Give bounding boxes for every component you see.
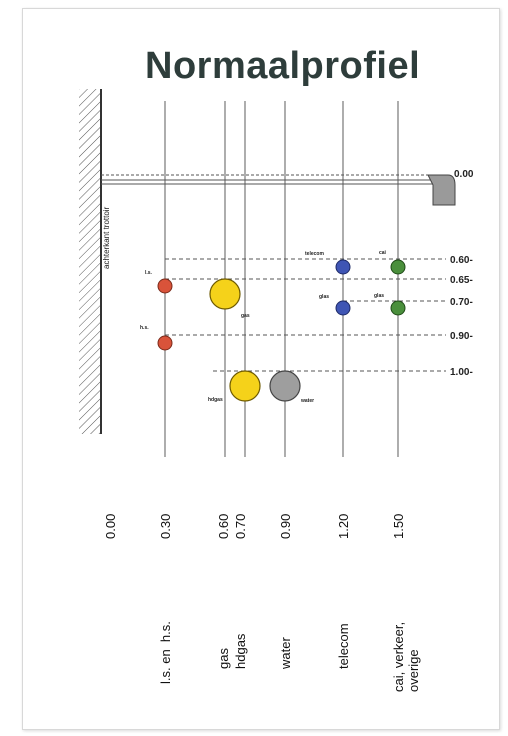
- hs-label: h.s.: [140, 325, 149, 331]
- hdgas-label: hdgas: [208, 397, 223, 403]
- depth-label-060: 0.60-: [450, 255, 473, 266]
- depth-label-100: 1.00-: [450, 367, 473, 378]
- telecom-cable: [335, 259, 351, 275]
- glas1-label: glas: [319, 294, 329, 300]
- category-ls-hs: l.s. en h.s.: [158, 621, 173, 684]
- hs-cable: [157, 335, 173, 351]
- category-overige: overige: [406, 649, 421, 692]
- depth-label-065: 0.65-: [450, 275, 473, 286]
- wall-hatch: [79, 89, 101, 434]
- category-water: water: [278, 637, 293, 670]
- telecom-glas-cable: [335, 300, 351, 316]
- offset-120: 1.20: [336, 514, 351, 539]
- depth-label-000: 0.00: [454, 169, 474, 180]
- surface-profile: [101, 174, 456, 206]
- telecom-label: telecom: [305, 251, 324, 257]
- offset-070: 0.70: [233, 514, 248, 539]
- category-gas: gas: [216, 648, 231, 669]
- category-telecom: telecom: [336, 623, 351, 669]
- depth-label-070: 0.70-: [450, 297, 473, 308]
- wall-label: achterkant trottoir: [102, 206, 111, 269]
- offset-090: 0.90: [278, 514, 293, 539]
- depth-lines: [165, 258, 446, 372]
- offset-030: 0.30: [158, 514, 173, 539]
- hdgas-pipe: [229, 370, 261, 402]
- cai-glas-cable: [390, 300, 406, 316]
- ls-label: l.s.: [145, 270, 153, 276]
- offset-150: 1.50: [391, 514, 406, 539]
- page-title: Normaalprofiel: [145, 45, 421, 87]
- cai-label: cai: [379, 250, 387, 256]
- water-pipe: [269, 370, 301, 402]
- gas-label: gas: [241, 313, 250, 319]
- offset-labels: 0.00 0.30 0.60 0.70 0.90 1.20 1.50: [103, 514, 406, 539]
- category-labels: l.s. en h.s. gas hdgas water telecom cai…: [158, 621, 421, 692]
- drawing-sheet: Normaalprofiel achterkant trottoir: [22, 8, 500, 730]
- water-label: water: [300, 398, 314, 404]
- gas-pipe: [209, 278, 241, 310]
- glas2-label: glas: [374, 293, 384, 299]
- category-hdgas: hdgas: [233, 633, 248, 669]
- ls-cable: [157, 278, 173, 294]
- category-cai-verkeer: cai, verkeer,: [391, 622, 406, 692]
- depth-label-090: 0.90-: [450, 331, 473, 342]
- cai-cable: [390, 259, 406, 275]
- offset-060: 0.60: [216, 514, 231, 539]
- profile-diagram: achterkant trottoir 0.00 0.60-: [79, 89, 474, 692]
- offset-000: 0.00: [103, 514, 118, 539]
